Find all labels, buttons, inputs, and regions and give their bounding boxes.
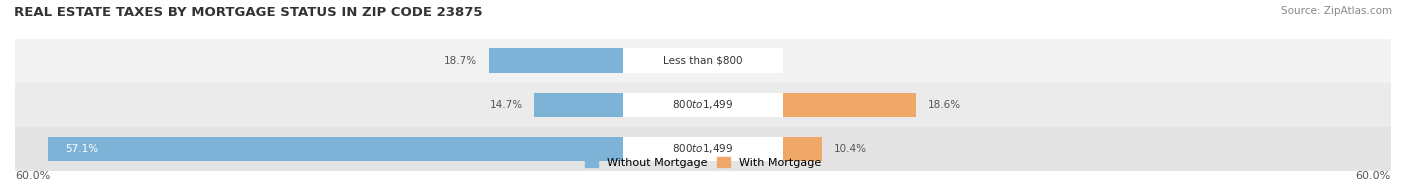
- Text: 18.7%: 18.7%: [444, 56, 477, 66]
- Text: 18.6%: 18.6%: [928, 100, 960, 110]
- Text: $800 to $1,499: $800 to $1,499: [672, 142, 734, 155]
- Text: 14.7%: 14.7%: [489, 100, 523, 110]
- Text: 10.4%: 10.4%: [834, 144, 866, 154]
- Bar: [623, 48, 783, 73]
- Text: 60.0%: 60.0%: [15, 171, 51, 181]
- Bar: [703, 93, 917, 117]
- Bar: [15, 127, 1391, 171]
- Text: Source: ZipAtlas.com: Source: ZipAtlas.com: [1281, 6, 1392, 16]
- Bar: [15, 83, 1391, 127]
- Text: Less than $800: Less than $800: [664, 56, 742, 66]
- Text: 57.1%: 57.1%: [66, 144, 98, 154]
- Bar: [623, 93, 783, 117]
- Text: $800 to $1,499: $800 to $1,499: [672, 98, 734, 111]
- Bar: [488, 48, 703, 73]
- Bar: [703, 137, 823, 161]
- Bar: [15, 39, 1391, 83]
- Text: 60.0%: 60.0%: [1355, 171, 1391, 181]
- Bar: [534, 93, 703, 117]
- Text: REAL ESTATE TAXES BY MORTGAGE STATUS IN ZIP CODE 23875: REAL ESTATE TAXES BY MORTGAGE STATUS IN …: [14, 6, 482, 19]
- Legend: Without Mortgage, With Mortgage: Without Mortgage, With Mortgage: [581, 152, 825, 172]
- Bar: [623, 137, 783, 161]
- Bar: [48, 137, 703, 161]
